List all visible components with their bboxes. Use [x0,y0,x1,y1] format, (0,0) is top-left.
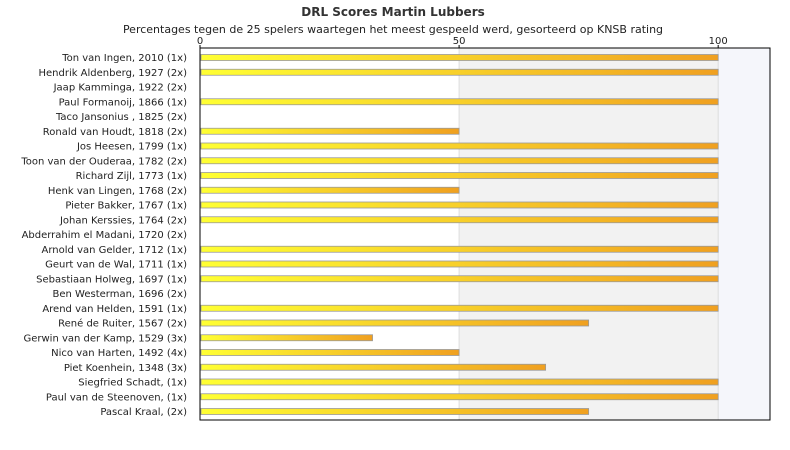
category-label: Piet Koenhein, 1348 (3x) [64,363,187,374]
category-label: Pieter Bakker, 1767 (1x) [65,201,187,212]
bar [200,172,719,179]
chart-subtitle: Percentages tegen de 25 spelers waartege… [123,23,663,36]
bar [200,260,719,268]
category-label: Hendrik Aldenberg, 1927 (2x) [38,68,187,79]
category-label: René de Ruiter, 1567 (2x) [58,318,187,330]
bar [200,157,719,165]
category-label: Nico van Harten, 1492 (4x) [51,348,187,359]
category-label: Jos Heesen, 1799 (1x) [76,142,187,153]
category-label: Paul Formanoij, 1866 (1x) [59,97,188,108]
category-label: Pascal Kraal, (2x) [100,407,187,418]
bar [200,216,719,224]
bar [200,408,590,415]
background-band [459,48,719,420]
category-label: Ton van Ingen, 2010 (1x) [61,53,187,64]
bar [200,127,460,135]
category-label: Ben Westerman, 1696 (2x) [53,289,188,300]
bar [200,304,719,312]
bar [200,186,460,194]
category-label: Gerwin van der Kamp, 1529 (3x) [23,333,187,344]
category-label: Arend van Helden, 1591 (1x) [42,304,187,315]
bar [200,363,547,371]
category-label: Toon van der Ouderaa, 1782 (2x) [20,156,187,167]
category-label: Ronald van Houdt, 1818 (2x) [43,127,187,138]
category-label: Geurt van de Wal, 1711 (1x) [45,260,187,271]
category-label: Jaap Kamminga, 1922 (2x) [53,83,187,94]
bar [200,245,719,253]
chart-title: DRL Scores Martin Lubbers [301,5,485,19]
bar [200,142,719,150]
category-label: Henk van Lingen, 1768 (2x) [48,186,187,197]
category-label: Paul van de Steenoven, (1x) [46,392,187,403]
category-label: Johan Kerssies, 1764 (2x) [59,215,187,226]
bar [200,201,719,209]
x-tick-label: 100 [709,36,728,47]
category-label: Sebastiaan Holweg, 1697 (1x) [36,274,187,285]
background-band [718,48,770,420]
category-label: Arnold van Gelder, 1712 (1x) [42,245,188,256]
bar [200,54,719,61]
bar [200,334,373,342]
bar [200,349,460,356]
bar [200,68,719,76]
bar [200,378,719,386]
background-band [200,48,460,420]
bar [200,393,719,401]
bar [200,275,719,283]
category-label: Richard Zijl, 1773 (1x) [76,171,188,182]
plot-area: 0 50 100 Ton van Ingen, 2010 (1x) Hendrik Al… [20,36,771,421]
x-tick-label: 50 [453,36,466,47]
plot-border [199,47,771,421]
category-label: Abderrahim el Madani, 1720 (2x) [22,230,188,241]
x-tick-label: 0 [197,36,203,47]
category-label: Siegfried Schadt, (1x) [78,378,187,389]
bar [200,98,719,106]
bar [200,319,590,327]
category-label: Taco Jansonius , 1825 (2x) [55,112,187,123]
